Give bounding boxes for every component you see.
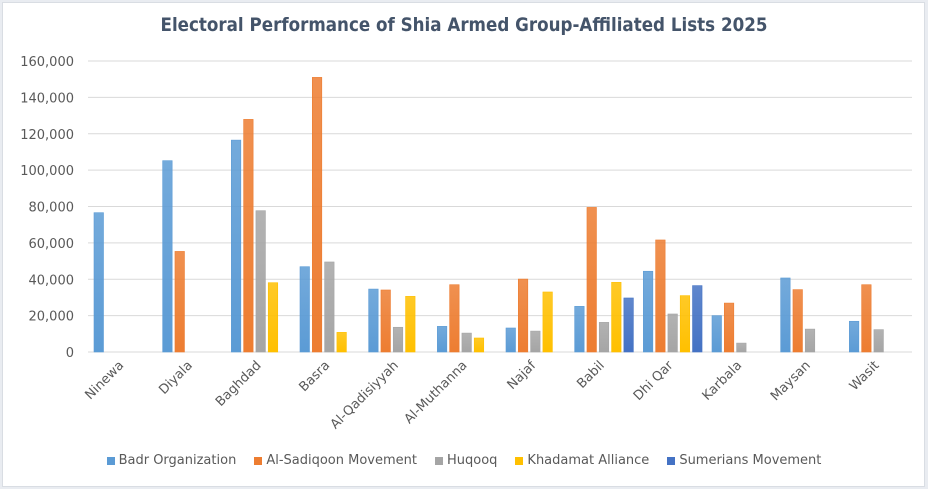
bar-khadamat-alliance-basra [336, 332, 347, 353]
y-tick-label: 160,000 [20, 55, 74, 70]
bar-khadamat-alliance-baghdad [267, 282, 279, 353]
x-tick-label: Maysan [768, 358, 814, 404]
bar-al-sadiqoon-movement-baghdad [243, 119, 254, 353]
legend-item: Huqooq [434, 453, 498, 468]
bar-al-sadiqoon-movement-karbala [723, 302, 735, 353]
x-tick-label: Baghdad [213, 358, 265, 410]
y-tick-label: 140,000 [20, 91, 74, 106]
x-tick-label: Al-Qadisiyyah [328, 358, 402, 432]
bar-huqooq-al-qadisiyyah [392, 326, 404, 353]
bar-al-sadiqoon-movement-najaf [517, 278, 529, 353]
x-tick-label: Babil [574, 358, 607, 391]
legend-label: Badr Organization [118, 453, 237, 468]
bar-khadamat-alliance-al-muthanna [473, 337, 485, 353]
bar-badr-organization-baghdad [231, 139, 242, 353]
bar-al-sadiqoon-movement-al-muthanna [449, 284, 460, 353]
bar-badr-organization-dhi-qar [643, 270, 654, 353]
legend-item: Sumerians Movement [667, 453, 821, 468]
bar-khadamat-alliance-babil [611, 282, 622, 353]
bar-badr-organization-najaf [505, 327, 516, 353]
bar-badr-organization-al-qadisiyyah [368, 288, 379, 353]
x-tick-label: Al-Muthanna [402, 358, 471, 427]
chart-title: Electoral Performance of Shia Armed Grou… [160, 14, 768, 36]
bar-al-sadiqoon-movement-basra [311, 77, 323, 353]
bar-badr-organization-wasit [849, 320, 860, 353]
bar-badr-organization-al-muthanna [437, 326, 448, 353]
bar-al-sadiqoon-movement-dhi-qar [655, 239, 666, 353]
bar-huqooq-al-muthanna [461, 332, 472, 353]
legend-label: Khadamat Alliance [527, 453, 650, 468]
legend: Badr Organization Al-Sadiqoon Movement Huq… [0, 453, 928, 468]
bar-al-sadiqoon-movement-al-qadisiyyah [380, 289, 391, 353]
bar-badr-organization-diyala [162, 160, 173, 353]
bar-badr-organization-maysan [780, 277, 791, 353]
bar-huqooq-maysan [804, 328, 816, 353]
bar-sumerians-movement-dhi-qar [692, 285, 703, 353]
bar-badr-organization-babil [574, 306, 585, 353]
y-tick-label: 60,000 [29, 237, 75, 252]
bar-huqooq-babil [598, 322, 610, 353]
legend-item: Khadamat Alliance [515, 453, 649, 468]
bar-huqooq-najaf [530, 330, 541, 353]
legend-item: Al-Sadiqoon Movement [254, 453, 417, 468]
legend-label: Huqooq [446, 453, 498, 468]
bar-sumerians-movement-babil [623, 297, 634, 353]
y-tick-label: 80,000 [29, 201, 75, 216]
x-tick-label: Karbala [700, 358, 746, 404]
bar-khadamat-alliance-al-qadisiyyah [405, 296, 416, 353]
bar-badr-organization-ninewa [93, 212, 104, 353]
bar-al-sadiqoon-movement-maysan [792, 289, 803, 353]
x-tick-label: Najaf [505, 358, 540, 393]
bar-khadamat-alliance-dhi-qar [679, 295, 691, 353]
legend-swatch [667, 456, 676, 465]
bar-huqooq-basra [324, 261, 335, 353]
bar-al-sadiqoon-movement-babil [586, 207, 597, 353]
x-tick-label: Dhi Qar [631, 358, 677, 404]
y-tick-label: 120,000 [20, 128, 74, 143]
legend-label: Al-Sadiqoon Movement [266, 453, 417, 468]
legend-swatch [254, 456, 263, 465]
bar-khadamat-alliance-najaf [542, 291, 553, 353]
y-tick-label: 40,000 [29, 273, 75, 288]
gridlines [88, 60, 912, 353]
legend-swatch [106, 456, 115, 465]
bar-huqooq-baghdad [255, 210, 266, 353]
legend-swatch [515, 456, 524, 465]
x-tick-label: Wasit [847, 358, 883, 394]
x-tick-label: Diyala [156, 358, 196, 398]
bar-huqooq-wasit [873, 329, 884, 353]
bar-al-sadiqoon-movement-diyala [174, 251, 185, 353]
y-tick-label: 20,000 [29, 310, 75, 325]
legend-swatch [434, 456, 443, 465]
bar-badr-organization-basra [299, 266, 310, 353]
legend-item: Badr Organization [106, 453, 237, 468]
bar-huqooq-karbala [736, 342, 747, 353]
x-tick-label: Ninewa [82, 358, 127, 403]
bar-badr-organization-karbala [711, 315, 722, 353]
bars [93, 77, 884, 353]
x-tick-label: Basra [296, 358, 333, 395]
bar-huqooq-dhi-qar [667, 313, 678, 353]
y-tick-label: 0 [66, 346, 74, 361]
legend-label: Sumerians Movement [679, 453, 822, 468]
y-tick-label: 100,000 [20, 164, 74, 179]
bar-al-sadiqoon-movement-wasit [861, 284, 872, 353]
y-axis-tick-labels: 0 20,000 40,000 60,000 80,000 100,000 120,000 1… [20, 55, 74, 361]
